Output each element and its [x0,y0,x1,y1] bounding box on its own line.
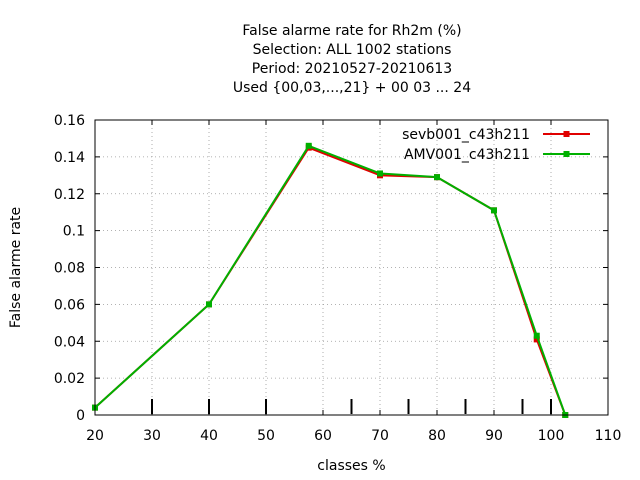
x-tick-label-6: 80 [428,428,446,444]
series-1-point-4 [434,174,440,181]
y-tick-label-7: 0.14 [54,150,85,166]
title-line-0: False alarme rate for Rh2m (%) [242,23,461,39]
series-group [92,142,569,418]
grid-lines [95,120,608,415]
x-tick-label-0: 20 [86,428,104,444]
series-1-point-2 [305,142,312,149]
x-tick-label-8: 100 [538,428,565,444]
legend-marker-0 [563,131,570,137]
legend-marker-1 [563,151,570,157]
y-axis-label: False alarme rate [8,207,24,328]
x-tick-label-1: 30 [143,428,161,444]
y-tick-label-8: 0.16 [54,113,85,129]
series-line-0 [94,146,567,416]
x-tick-label-2: 40 [200,428,218,444]
x-tick-label-9: 110 [595,428,622,444]
x-tick-label-5: 70 [371,428,389,444]
title-line-2: Period: 20210527-20210613 [252,61,452,77]
series-1-point-1 [206,301,212,308]
legend-label-0: sevb001_c43h211 [402,127,530,143]
title-line-3: Used {00,03,...,21} + 00 03 ... 24 [233,80,471,96]
x-tick-label-3: 50 [257,428,275,444]
series-1-point-6 [533,332,540,339]
y-tick-label-1: 0.02 [54,371,85,387]
x-tick-label-4: 60 [314,428,332,444]
title-line-1: Selection: ALL 1002 stations [253,42,452,58]
series-0-point-6 [533,336,540,343]
y-tick-label-3: 0.06 [54,297,85,313]
series-line-1 [94,144,567,416]
x-axis-label: classes % [317,458,385,474]
series-1-point-3 [377,170,383,177]
y-tick-label-2: 0.04 [54,334,85,350]
y-tick-label-4: 0.08 [54,261,85,277]
legend-label-1: AMV001_c43h211 [404,147,530,163]
axis-ticks: 20 30 40 50 60 70 80 90 100 110 0 0.02 0.04 0.06 0.08 0… [54,113,622,444]
y-tick-label-6: 0.12 [54,187,85,203]
legend: sevb001_c43h211 AMV001_c43h211 [402,127,590,163]
y-tick-label-0: 0 [76,408,85,424]
x-tick-label-7: 90 [485,428,503,444]
chart-title: False alarme rate for Rh2m (%) Selection:… [233,23,471,96]
class-marks [151,399,552,414]
series-1-point-5 [491,207,497,214]
y-tick-label-5: 0.1 [63,224,85,240]
